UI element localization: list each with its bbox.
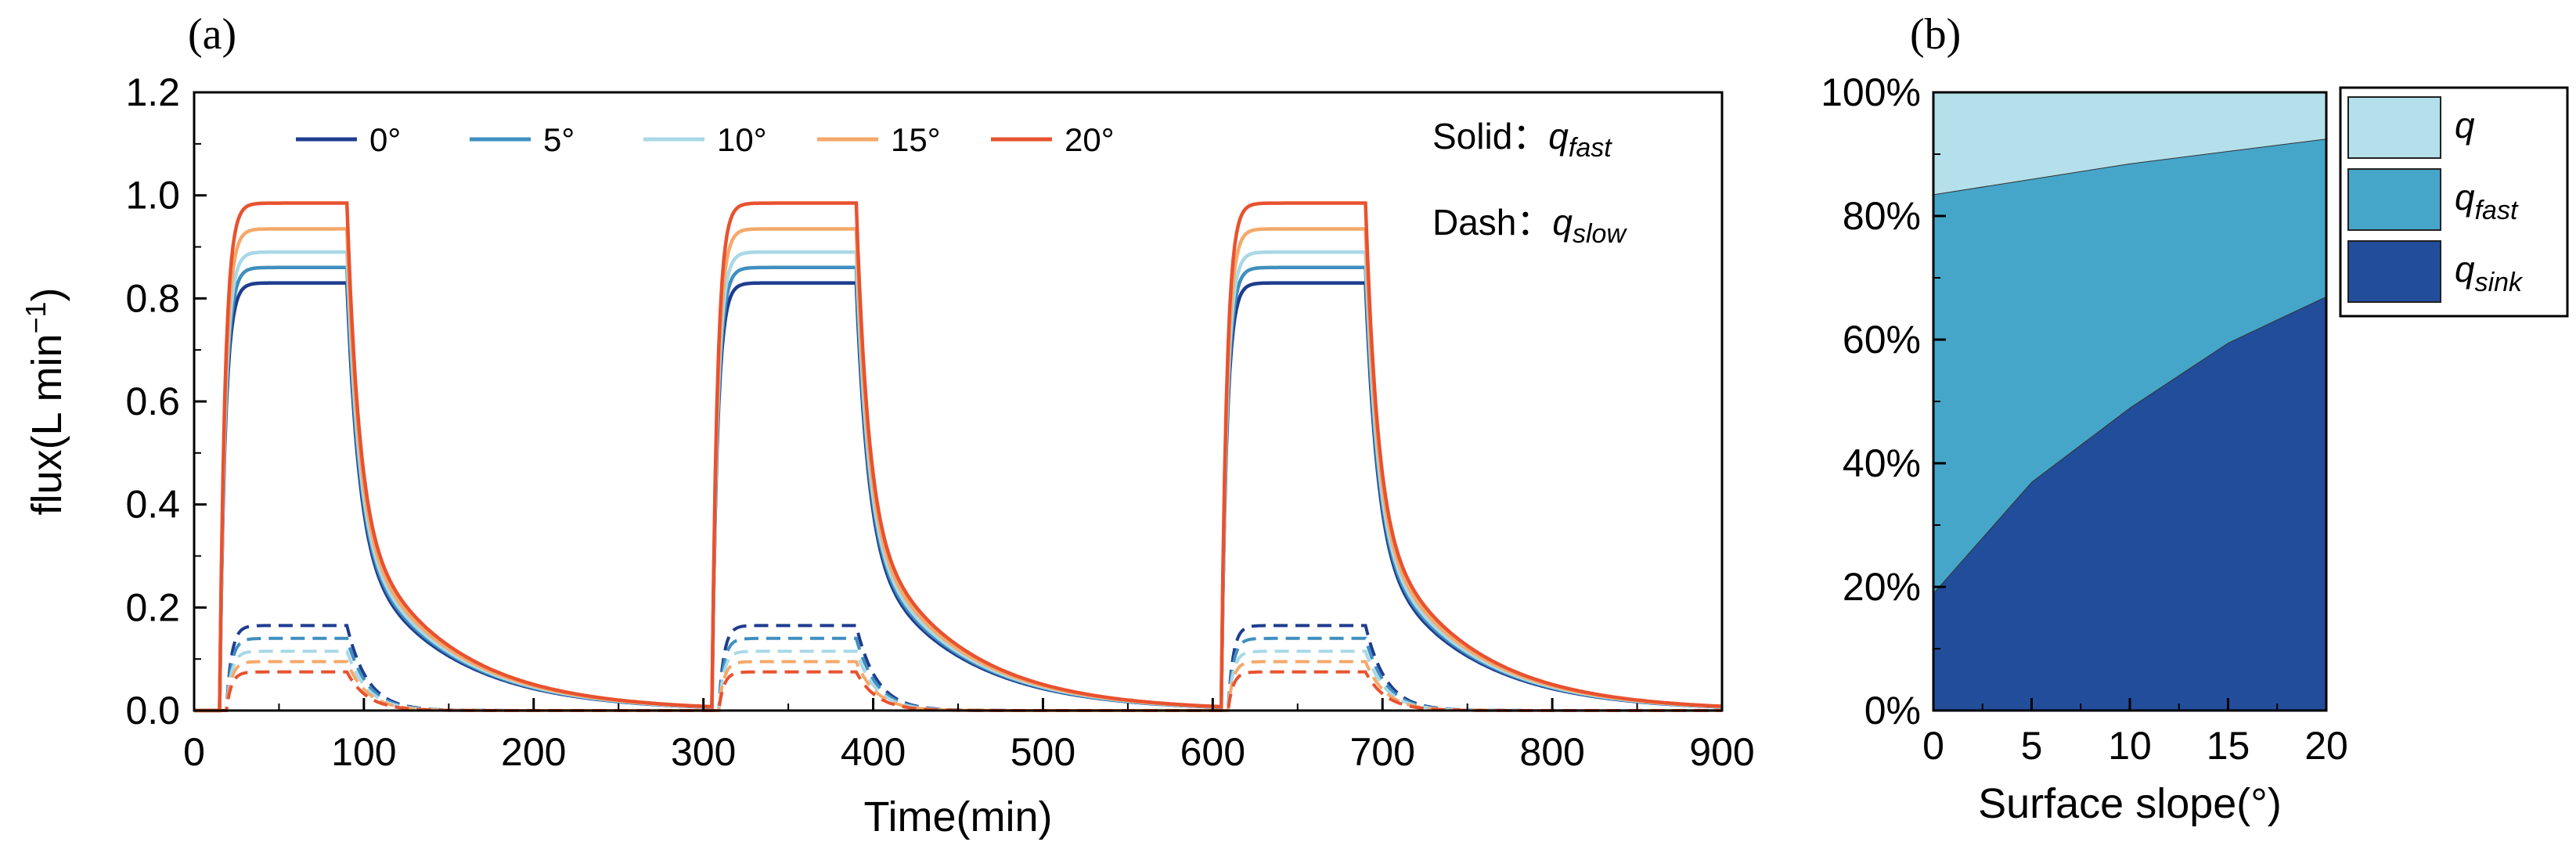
y-tick-label: 0.4 [125, 483, 180, 527]
y-tick-label: 0% [1864, 689, 1921, 732]
legend-swatch [2347, 96, 2441, 159]
x-tick-label: 20 [2304, 724, 2348, 768]
x-tick-label: 5 [2021, 724, 2043, 768]
x-tick-label: 200 [501, 730, 566, 774]
series-3-fast-line [194, 227, 1723, 713]
area-q [1933, 92, 2326, 195]
legend-label: 20° [1065, 121, 1115, 158]
panel-a-chart: (a) 0 100 200 300 400 500 600 700 800 900 0.00.20… [20, 10, 1755, 840]
legend-label: 0° [369, 121, 401, 158]
legend-swatch [2347, 168, 2441, 231]
solid-subscript: fast [1569, 133, 1612, 163]
panel-b-legend: q qfast qsink [2339, 86, 2569, 318]
y-tick-label: 40% [1843, 441, 1921, 485]
y-tick-label: 0.2 [125, 585, 180, 629]
panel-a-plot-area [194, 201, 1723, 713]
y-title-superscript: −1 [20, 301, 52, 333]
panel-b-label: (b) [1910, 10, 1961, 59]
line-style-note: Solid：qfast Dash：qslow [1432, 116, 1627, 249]
legend-label: q [2455, 105, 2475, 146]
area-sink [1933, 296, 2326, 711]
x-tick-label: 800 [1519, 730, 1584, 774]
panel-b-plot-area [1933, 92, 2327, 711]
series-2-fast-line [194, 250, 1723, 713]
x-tick-label: 300 [671, 730, 736, 774]
legend-label: 5° [543, 121, 575, 158]
legend-label: 10° [717, 121, 767, 158]
y-title-main: flux(L min [23, 333, 70, 515]
panel-a-y-ticks: 0.0 0.2 0.4 0.6 0.8 1.0 1.2 [125, 70, 207, 732]
series-4-fast-line [194, 201, 1723, 713]
panel-a-x-ticks: 0 100 200 300 400 500 600 700 800 900 [183, 698, 1755, 774]
x-tick-label: 100 [331, 730, 396, 774]
solid-note: Solid：qfast [1432, 116, 1612, 163]
x-tick-label: 900 [1689, 730, 1754, 774]
panel-a-y-axis-title: flux(L min−1) [20, 287, 70, 515]
legend-label: qfast [2455, 177, 2519, 225]
y-tick-label: 1.0 [125, 174, 180, 218]
area-fast [1933, 139, 2326, 593]
x-tick-label: 700 [1350, 730, 1415, 774]
legend-swatch [2347, 240, 2441, 303]
y-title-close: ) [23, 287, 70, 301]
y-tick-label: 0.8 [125, 276, 180, 320]
panel-a-legend: 0° 5° 10° 15° 20° [296, 121, 1115, 158]
y-tick-label: 1.2 [125, 70, 180, 114]
solid-prefix: Solid： [1432, 116, 1548, 157]
y-tick-label: 80% [1843, 194, 1921, 238]
panel-b-chart: (b) 0 5 10 15 20 0% 20% 40% 60% 80% 100% Surface … [1821, 10, 2569, 827]
x-tick-label: 600 [1180, 730, 1245, 774]
y-tick-label: 0.0 [125, 689, 180, 732]
y-tick-label: 0.6 [125, 380, 180, 423]
legend-label: qsink [2455, 249, 2524, 297]
y-tick-label: 60% [1843, 318, 1921, 362]
panel-b-x-ticks: 0 5 10 15 20 [1922, 698, 2348, 768]
solid-q: q [1548, 116, 1569, 157]
x-tick-label: 400 [841, 730, 906, 774]
x-tick-label: 15 [2207, 724, 2250, 768]
dash-note: Dash：qslow [1432, 202, 1627, 249]
y-tick-label: 100% [1821, 70, 1921, 114]
panel-b-x-axis-title: Surface slope(°) [1978, 780, 2282, 827]
panel-a-x-axis-title: Time(min) [864, 793, 1053, 840]
x-tick-label: 0 [183, 730, 205, 774]
x-tick-label: 500 [1011, 730, 1075, 774]
x-tick-label: 0 [1922, 724, 1944, 768]
panel-b-y-ticks: 0% 20% 40% 60% 80% 100% [1821, 70, 1946, 732]
panel-a-frame [193, 91, 1724, 712]
panel-a-label: (a) [188, 10, 236, 59]
dash-subscript: slow [1573, 219, 1627, 249]
dash-prefix: Dash： [1432, 202, 1552, 243]
dash-q: q [1552, 202, 1573, 243]
x-tick-label: 10 [2108, 724, 2152, 768]
legend-label: 15° [891, 121, 941, 158]
y-tick-label: 20% [1843, 565, 1921, 609]
